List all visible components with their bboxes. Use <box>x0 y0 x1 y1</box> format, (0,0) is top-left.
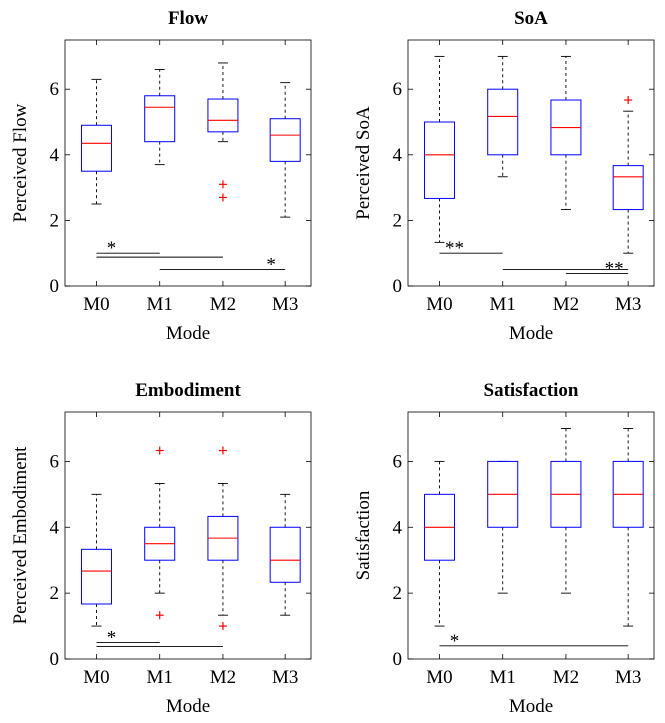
x-axis-label: Mode <box>166 323 210 344</box>
x-axis-label: Mode <box>166 696 210 717</box>
x-tick-label: M3 <box>272 667 298 688</box>
y-tick-label: 0 <box>393 649 403 670</box>
box-M1 <box>487 55 519 178</box>
chart-title: Satisfaction <box>484 380 579 401</box>
box-M3 <box>269 82 301 218</box>
box-M2 <box>207 62 239 202</box>
x-tick-label: M2 <box>553 667 579 688</box>
outlier-marker <box>218 622 227 631</box>
y-tick-label: 0 <box>50 649 60 670</box>
y-tick-label: 0 <box>393 276 403 297</box>
x-tick-label: M2 <box>553 294 579 315</box>
outlier-marker <box>624 96 633 105</box>
significance-bar: * <box>96 238 160 259</box>
x-tick-label: M0 <box>83 667 109 688</box>
chart-panel-3: Embodiment 0 2 4 6 M0 M1 M2 M3 Mode Perceived Embo… <box>10 380 312 717</box>
box-M0 <box>80 78 112 205</box>
x-tick-label: M0 <box>426 294 452 315</box>
y-tick-label: 4 <box>393 517 403 538</box>
outlier-marker <box>155 611 164 620</box>
chart-title: Embodiment <box>135 380 241 401</box>
x-tick-label: M1 <box>490 294 516 315</box>
significance-label: * <box>450 631 460 652</box>
significance-bar: * <box>96 628 160 649</box>
y-tick-label: 2 <box>393 583 403 604</box>
y-tick-label: 6 <box>50 79 60 100</box>
x-axis-label: Mode <box>509 696 553 717</box>
y-tick-label: 0 <box>50 276 60 297</box>
box-M2 <box>550 55 582 211</box>
x-tick-label: M1 <box>147 667 173 688</box>
iqr-box <box>207 98 239 133</box>
box-M0 <box>80 493 112 627</box>
significance-bar: ** <box>565 259 629 280</box>
significance-label: * <box>107 238 117 259</box>
y-tick-label: 4 <box>393 145 403 166</box>
box-M2 <box>550 428 582 594</box>
y-tick-label: 6 <box>50 451 60 472</box>
plot-frame <box>64 39 312 287</box>
chart-title: SoA <box>514 8 548 29</box>
box-M3 <box>269 493 301 616</box>
iqr-box <box>80 548 112 605</box>
x-tick-label: M0 <box>83 294 109 315</box>
significance-label: * <box>107 628 117 649</box>
box-M3 <box>612 96 644 254</box>
plot-frame <box>407 411 655 660</box>
iqr-box <box>269 526 301 583</box>
box-M0 <box>423 460 455 627</box>
box-M1 <box>144 69 176 166</box>
y-axis-label: Perceived SoA <box>353 106 374 220</box>
plot-frame <box>64 411 312 660</box>
significance-bar: * <box>159 255 286 276</box>
chart-title: Flow <box>168 8 208 29</box>
box-M3 <box>612 428 644 627</box>
significance-label: ** <box>605 259 624 280</box>
iqr-box <box>144 95 176 143</box>
plot-frame <box>407 39 655 287</box>
y-tick-label: 2 <box>50 583 60 604</box>
box-M2 <box>207 446 239 631</box>
x-axis-label: Mode <box>509 323 553 344</box>
x-tick-label: M1 <box>147 294 173 315</box>
y-tick-label: 2 <box>50 210 60 231</box>
box-M1 <box>487 460 519 594</box>
iqr-box <box>487 88 519 156</box>
y-tick-label: 4 <box>50 145 60 166</box>
y-axis-label: Satisfaction <box>353 490 374 580</box>
iqr-box <box>612 165 644 211</box>
y-tick-label: 4 <box>50 517 60 538</box>
outlier-marker <box>218 193 227 202</box>
x-tick-label: M1 <box>490 667 516 688</box>
chart-panel-4: Satisfaction 0 2 4 6 M0 M1 M2 M3 Mode Satisfaction… <box>353 380 655 717</box>
y-axis-label: Perceived Embodiment <box>10 446 31 625</box>
x-tick-label: M2 <box>210 294 236 315</box>
significance-bar: ** <box>439 238 503 259</box>
y-axis-label: Perceived Flow <box>10 103 31 222</box>
iqr-box <box>80 124 112 172</box>
y-tick-label: 6 <box>393 451 403 472</box>
significance-bar: * <box>439 631 629 652</box>
outlier-marker <box>218 446 227 455</box>
x-tick-label: M3 <box>272 294 298 315</box>
chart-panel-1: Flow 0 2 4 6 M0 M1 M2 M3 Mode Perceived Flow * * <box>10 8 312 344</box>
outlier-marker <box>155 446 164 455</box>
x-tick-label: M3 <box>615 294 641 315</box>
x-tick-label: M2 <box>210 667 236 688</box>
x-tick-label: M0 <box>426 667 452 688</box>
significance-label: ** <box>445 238 464 259</box>
iqr-box <box>269 118 301 162</box>
y-tick-label: 2 <box>393 210 403 231</box>
outlier-marker <box>218 180 227 189</box>
significance-label: * <box>266 255 276 276</box>
box-M1 <box>144 446 176 620</box>
iqr-box <box>423 121 455 199</box>
chart-panel-2: SoA 0 2 4 6 M0 M1 M2 M3 Mode Perceived SoA ** ** <box>353 8 655 344</box>
y-tick-label: 6 <box>393 79 403 100</box>
x-tick-label: M3 <box>615 667 641 688</box>
box-M0 <box>423 55 455 243</box>
